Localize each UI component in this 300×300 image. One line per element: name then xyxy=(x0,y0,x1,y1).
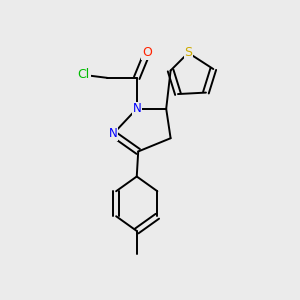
Text: N: N xyxy=(132,102,141,115)
Text: N: N xyxy=(109,127,118,140)
Text: O: O xyxy=(142,46,152,59)
Text: S: S xyxy=(184,46,192,59)
Text: Cl: Cl xyxy=(78,68,90,81)
